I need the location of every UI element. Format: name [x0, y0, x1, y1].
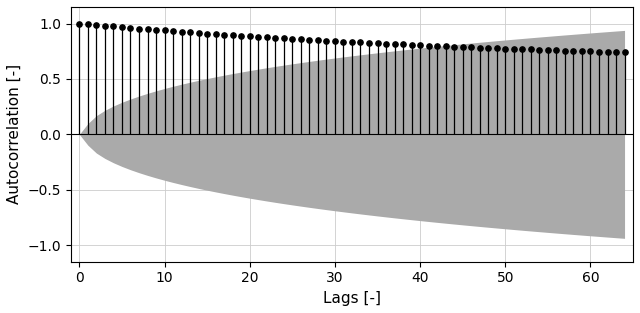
X-axis label: Lags [-]: Lags [-] [323, 291, 381, 306]
Y-axis label: Autocorrelation [-]: Autocorrelation [-] [7, 64, 22, 204]
